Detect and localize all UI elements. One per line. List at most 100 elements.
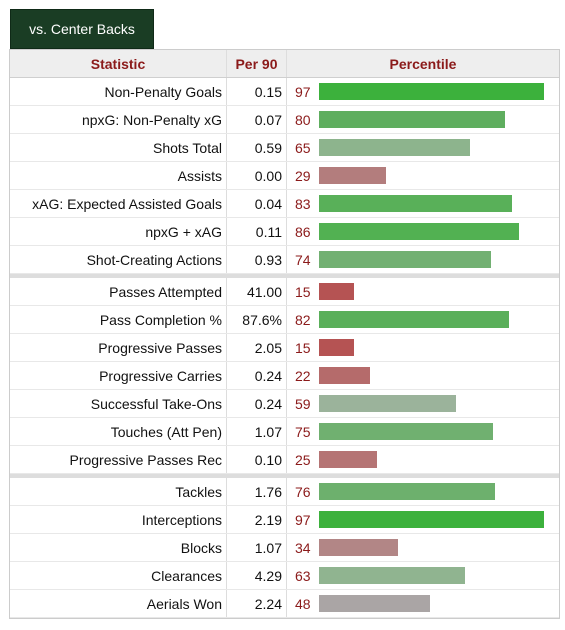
percentile-bar — [319, 283, 354, 300]
stat-name: Touches (Att Pen) — [10, 418, 227, 445]
stat-name: Blocks — [10, 534, 227, 561]
table-row: Shots Total 0.59 65 — [10, 134, 559, 162]
percentile-cell: 83 — [287, 190, 559, 217]
percentile-value: 86 — [295, 224, 311, 240]
percentile-cell: 48 — [287, 590, 559, 617]
percentile-cell: 86 — [287, 218, 559, 245]
per90-value: 0.10 — [227, 446, 287, 473]
stat-name: Shots Total — [10, 134, 227, 161]
percentile-bar — [319, 483, 495, 500]
stat-name: Clearances — [10, 562, 227, 589]
per90-value: 0.24 — [227, 362, 287, 389]
percentile-bar — [319, 567, 465, 584]
per90-value: 1.76 — [227, 478, 287, 505]
percentile-value: 97 — [295, 84, 311, 100]
stat-name: npxG + xAG — [10, 218, 227, 245]
percentile-value: 75 — [295, 424, 311, 440]
percentile-bar — [319, 395, 456, 412]
table-row: Progressive Passes 2.05 15 — [10, 334, 559, 362]
percentile-cell: 82 — [287, 306, 559, 333]
per90-value: 2.19 — [227, 506, 287, 533]
table-row: Clearances 4.29 63 — [10, 562, 559, 590]
percentile-cell: 25 — [287, 446, 559, 473]
percentile-cell: 34 — [287, 534, 559, 561]
table-row: Aerials Won 2.24 48 — [10, 590, 559, 618]
table-row: Interceptions 2.19 97 — [10, 506, 559, 534]
percentile-value: 63 — [295, 568, 311, 584]
per90-value: 1.07 — [227, 418, 287, 445]
table-row: npxG: Non-Penalty xG 0.07 80 — [10, 106, 559, 134]
percentile-bar — [319, 339, 354, 356]
percentile-cell: 74 — [287, 246, 559, 273]
percentile-value: 74 — [295, 252, 311, 268]
percentile-bar — [319, 595, 430, 612]
per90-value: 0.93 — [227, 246, 287, 273]
per90-value: 0.04 — [227, 190, 287, 217]
percentile-cell: 15 — [287, 278, 559, 305]
table-row: Pass Completion % 87.6% 82 — [10, 306, 559, 334]
table-row: Non-Penalty Goals 0.15 97 — [10, 78, 559, 106]
percentile-bar — [319, 539, 398, 556]
percentile-bar — [319, 111, 505, 128]
stat-name: xAG: Expected Assisted Goals — [10, 190, 227, 217]
percentile-bar — [319, 311, 509, 328]
per90-value: 0.59 — [227, 134, 287, 161]
stat-name: Tackles — [10, 478, 227, 505]
stat-name: Pass Completion % — [10, 306, 227, 333]
table-row: Progressive Passes Rec 0.10 25 — [10, 446, 559, 474]
stat-name: Assists — [10, 162, 227, 189]
percentile-cell: 75 — [287, 418, 559, 445]
percentile-bar — [319, 511, 544, 528]
per90-value: 2.05 — [227, 334, 287, 361]
per90-value: 0.15 — [227, 78, 287, 105]
table-header: Statistic Per 90 Percentile — [10, 50, 559, 78]
per90-value: 0.24 — [227, 390, 287, 417]
percentile-bar — [319, 451, 377, 468]
table-row: Touches (Att Pen) 1.07 75 — [10, 418, 559, 446]
percentile-value: 80 — [295, 112, 311, 128]
percentile-bar — [319, 423, 493, 440]
stat-name: Aerials Won — [10, 590, 227, 617]
tab-vs-center-backs[interactable]: vs. Center Backs — [10, 9, 154, 49]
stat-name: Progressive Carries — [10, 362, 227, 389]
stat-name: Non-Penalty Goals — [10, 78, 227, 105]
percentile-value: 15 — [295, 284, 311, 300]
table-row: Successful Take-Ons 0.24 59 — [10, 390, 559, 418]
per90-value: 4.29 — [227, 562, 287, 589]
percentile-cell: 65 — [287, 134, 559, 161]
table-row: xAG: Expected Assisted Goals 0.04 83 — [10, 190, 559, 218]
tab-strip: vs. Center Backs — [10, 0, 559, 50]
percentile-value: 83 — [295, 196, 311, 212]
percentile-bar — [319, 167, 386, 184]
percentile-value: 82 — [295, 312, 311, 328]
percentile-cell: 15 — [287, 334, 559, 361]
percentile-bar — [319, 223, 519, 240]
per90-value: 87.6% — [227, 306, 287, 333]
percentile-value: 25 — [295, 452, 311, 468]
stat-name: Passes Attempted — [10, 278, 227, 305]
stat-name: Interceptions — [10, 506, 227, 533]
stat-name: Progressive Passes — [10, 334, 227, 361]
stat-name: Shot-Creating Actions — [10, 246, 227, 273]
percentile-value: 59 — [295, 396, 311, 412]
table-row: Tackles 1.76 76 — [10, 478, 559, 506]
header-percentile[interactable]: Percentile — [389, 55, 457, 72]
percentile-bar — [319, 83, 544, 100]
table-row: npxG + xAG 0.11 86 — [10, 218, 559, 246]
percentile-bar — [319, 139, 470, 156]
scouting-report-table: Statistic Per 90 Percentile Non-Penalty … — [9, 49, 560, 619]
percentile-cell: 59 — [287, 390, 559, 417]
stat-name: Progressive Passes Rec — [10, 446, 227, 473]
header-per90[interactable]: Per 90 — [227, 50, 287, 77]
table-row: Assists 0.00 29 — [10, 162, 559, 190]
percentile-cell: 97 — [287, 78, 559, 105]
percentile-value: 15 — [295, 340, 311, 356]
percentile-value: 48 — [295, 596, 311, 612]
percentile-bar — [319, 251, 491, 268]
per90-value: 0.11 — [227, 218, 287, 245]
percentile-cell: 97 — [287, 506, 559, 533]
per90-value: 0.00 — [227, 162, 287, 189]
percentile-value: 34 — [295, 540, 311, 556]
header-statistic[interactable]: Statistic — [10, 50, 227, 77]
stat-name: npxG: Non-Penalty xG — [10, 106, 227, 133]
